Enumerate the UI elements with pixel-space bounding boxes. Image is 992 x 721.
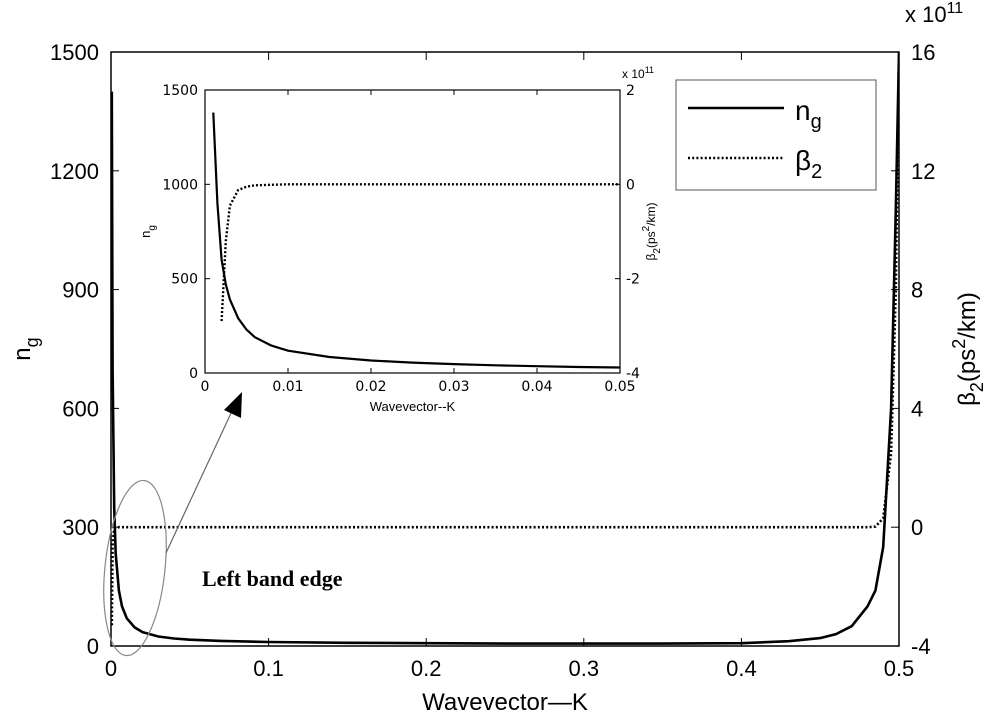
main-y2-label-sup: 2 bbox=[949, 339, 969, 349]
main-x-tick-label: 0 bbox=[105, 656, 117, 681]
main-y2-multiplier: x 1011 bbox=[905, 0, 963, 27]
left-band-edge-ellipse bbox=[103, 479, 167, 657]
main-x-tick-label: 0.5 bbox=[884, 656, 915, 681]
main-x-tick-label: 0.1 bbox=[253, 656, 284, 681]
main-y-axis-label-main: n bbox=[9, 347, 36, 360]
legend-label-sub: 2 bbox=[811, 161, 822, 183]
main-y2-tick-label: 0 bbox=[911, 515, 923, 540]
inset-y-axis-label-sub: g bbox=[147, 225, 158, 231]
left-band-edge-label: Left band edge bbox=[202, 566, 343, 591]
main-x-axis-label: Wavevector—K bbox=[422, 689, 588, 716]
main-y2-tick-label: 12 bbox=[911, 159, 935, 184]
inset-y-tick-label: 0 bbox=[189, 366, 198, 382]
main-beta2-series-line bbox=[111, 51, 899, 626]
main-y2-label-end: /km) bbox=[954, 292, 981, 339]
inset-y2-tick-label: 0 bbox=[626, 177, 635, 193]
main-y-tick-label: 1200 bbox=[50, 159, 99, 184]
main-y-axis-label: ng bbox=[9, 337, 42, 360]
annotation-arrow-line bbox=[165, 410, 233, 554]
inset-plot-frame bbox=[204, 89, 621, 374]
inset-y2-label-sub: 2 bbox=[652, 248, 663, 254]
inset-panel: 0 0.01 0.02 0.03 0.04 0.05 0 500 1000 1500 -4 -2 0 2 W… bbox=[138, 65, 663, 414]
inset-ng-series-line bbox=[212, 112, 620, 369]
inset-x-tick-label: 0.05 bbox=[604, 379, 635, 395]
inset-y2-label-end: /km) bbox=[644, 202, 658, 225]
inset-x-tick-label: 0 bbox=[201, 379, 210, 395]
legend-label-main: n bbox=[795, 95, 811, 126]
inset-x-tick-label: 0.04 bbox=[521, 379, 552, 395]
main-y-tick-label: 300 bbox=[62, 515, 99, 540]
main-x-tick-label: 0.4 bbox=[726, 656, 757, 681]
main-y-tick-label: 0 bbox=[87, 634, 99, 659]
main-y2-tick-label: 4 bbox=[911, 396, 923, 421]
inset-beta2-series-line bbox=[220, 183, 620, 322]
inset-y2-multiplier-exp: 11 bbox=[645, 65, 654, 75]
legend-label-main: β bbox=[795, 145, 811, 176]
inset-y2-tick-label: -2 bbox=[626, 272, 640, 288]
main-y2-label-post: (ps bbox=[954, 349, 981, 382]
inset-y2-multiplier-base: x 10 bbox=[622, 67, 645, 81]
inset-y2-label-post: (ps bbox=[644, 231, 658, 248]
legend-label-sub: g bbox=[811, 111, 822, 133]
main-y2-multiplier-exp: 11 bbox=[947, 0, 964, 17]
main-y2-axis-label: β2(ps2/km) bbox=[949, 292, 987, 406]
main-y2-label-beta: β bbox=[954, 392, 981, 406]
inset-x-tick-label: 0.02 bbox=[355, 379, 386, 395]
main-x-tick-label: 0.3 bbox=[569, 656, 600, 681]
inset-y2-axis-label: β2(ps2/km) bbox=[641, 202, 663, 260]
main-y2-multiplier-base: x 10 bbox=[905, 2, 947, 27]
legend-label-beta2: β2 bbox=[795, 145, 822, 183]
inset-x-tick-label: 0.01 bbox=[272, 379, 303, 395]
main-y2-tick-label: 16 bbox=[911, 40, 935, 65]
main-y-tick-label: 1500 bbox=[50, 40, 99, 65]
inset-y2-label-sup: 2 bbox=[641, 225, 652, 231]
main-y2-label-sub: 2 bbox=[967, 382, 987, 392]
main-y-axis-label-sub: g bbox=[22, 337, 42, 347]
main-y2-tick-label: 8 bbox=[911, 278, 923, 303]
legend-label-ng: ng bbox=[795, 95, 822, 133]
inset-y2-label-beta: β bbox=[644, 254, 658, 261]
inset-x-axis-label: Wavevector--K bbox=[370, 399, 456, 414]
annotation-arrow-head bbox=[224, 392, 242, 418]
inset-y2-multiplier: x 1011 bbox=[622, 65, 654, 81]
main-ng-series-line bbox=[111, 51, 899, 645]
inset-y-tick-label: 1000 bbox=[162, 177, 198, 193]
main-y-tick-label: 600 bbox=[62, 396, 99, 421]
inset-y-tick-label: 1500 bbox=[162, 83, 198, 99]
inset-x-tick-label: 0.03 bbox=[438, 379, 469, 395]
inset-y-axis-label-main: n bbox=[138, 231, 153, 238]
main-y-tick-label: 900 bbox=[62, 278, 99, 303]
main-x-tick-label: 0.2 bbox=[411, 656, 442, 681]
inset-y-axis-label: ng bbox=[138, 225, 158, 238]
main-y2-tick-label: -4 bbox=[911, 634, 931, 659]
legend-box bbox=[675, 79, 877, 191]
inset-y2-tick-label: -4 bbox=[626, 366, 640, 382]
inset-y2-tick-label: 2 bbox=[626, 83, 635, 99]
inset-y-tick-label: 500 bbox=[171, 272, 198, 288]
